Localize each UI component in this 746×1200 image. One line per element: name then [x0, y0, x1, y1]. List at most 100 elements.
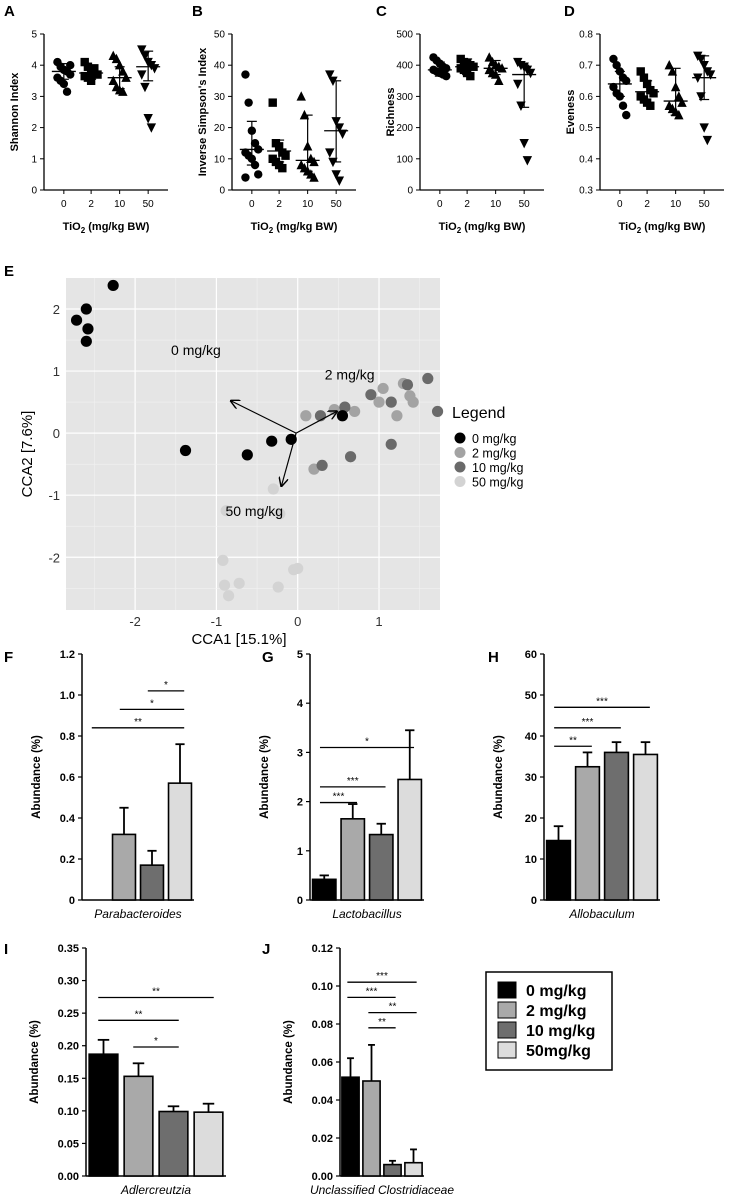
panel-i-ytick-label: 0.30	[58, 976, 79, 988]
panel-j-sig-label: ***	[376, 971, 388, 982]
panel-a-point	[146, 123, 157, 133]
panel-e: E -2 -1 0 1 -2 -1 0 1 2 CCA1 [15.1%] CCA2 [7.6%] 0 m…	[4, 263, 523, 648]
panel-f-ytick-label: 0.8	[60, 731, 75, 743]
panel-i-bar	[123, 1075, 154, 1177]
panel-f-xlabel: Parabacteroides	[94, 907, 181, 921]
panel-a-point	[66, 60, 75, 70]
panel-i-ytick-label: 0.05	[58, 1138, 79, 1150]
panel-a-point	[140, 82, 150, 93]
panel-e-ytick-label: -1	[48, 488, 60, 503]
panel-e-point-0	[107, 279, 119, 292]
panel-j: J 0.00 0.02 0.04 0.06 0.08 0.10 0.12 Abundance (…	[262, 941, 454, 1197]
panel-j-ytick-label: 0.00	[312, 1171, 333, 1183]
panel-h-ytick-label: 20	[525, 813, 537, 825]
panel-b-ytick-label: 10	[214, 154, 226, 165]
legend-swatch-0	[497, 981, 517, 999]
panel-j-bar	[404, 1161, 423, 1177]
panel-j-ylabel: Abundance (%)	[283, 1020, 295, 1104]
panel-a-xlabel: TiO2 (mg/kg BW)	[63, 221, 150, 235]
panel-j-ytick-label: 0.12	[312, 943, 333, 955]
panel-i-ytick-label: 0.00	[58, 1171, 79, 1183]
panel-e-ytick-label: 0	[53, 426, 60, 441]
panel-h-sig-label: **	[569, 735, 577, 746]
panel-d-ytick-label: 0.4	[579, 154, 593, 165]
panel-i-bar	[193, 1111, 224, 1177]
panel-b-point	[334, 176, 345, 186]
panel-e-point-2	[422, 372, 434, 385]
legend-label-10: 10 mg/kg	[526, 1023, 595, 1040]
panel-d-ytick-label: 0.5	[579, 123, 593, 134]
panel-a-point	[111, 53, 122, 64]
panel-c-ytick-label: 100	[396, 154, 413, 165]
panel-i-xlabel: Adlercreutzia	[120, 1183, 191, 1197]
panel-f-ytick-label: 0.2	[60, 854, 75, 866]
panel-b-ytick-label: 40	[214, 61, 226, 72]
panel-f-letter: F	[4, 649, 13, 666]
panel-a-xtick-label: 2	[88, 199, 94, 210]
panel-e-ylabel: CCA2 [7.6%]	[19, 411, 36, 498]
panel-f-ytick-label: 0.4	[60, 813, 76, 825]
panel-e-arrow	[281, 432, 297, 486]
panel-d-point	[618, 101, 628, 110]
panel-h-bar	[632, 753, 659, 901]
panel-c-point	[522, 156, 533, 166]
panel-b-point	[250, 139, 260, 148]
panel-d-xtick-label: 0	[617, 199, 623, 210]
panel-a-point	[118, 66, 128, 76]
panel-a-letter: A	[4, 3, 15, 20]
panel-d-point	[646, 101, 655, 110]
panel-e-point-3	[274, 508, 286, 520]
panel-d-point	[612, 60, 621, 70]
panel-b-point	[254, 170, 263, 179]
panel-i-sig-label: **	[152, 987, 160, 998]
panel-e-point-2	[339, 401, 351, 413]
panel-e-point-0	[80, 303, 92, 315]
panel-f-ytick-label: 0.6	[60, 772, 75, 784]
panel-e-point-3	[220, 505, 232, 517]
panel-d-xtick-label: 50	[699, 199, 711, 210]
panel-j-ytick-label: 0.08	[312, 1019, 333, 1031]
panel-d-ylabel: Eveness	[565, 90, 577, 135]
panel-e-point-1	[300, 410, 312, 422]
panel-h-ytick-label: 60	[525, 649, 537, 661]
panel-i-ylabel: Abundance (%)	[29, 1020, 41, 1104]
panel-g-xlabel: Lactobacillus	[332, 907, 401, 921]
panel-a-point	[80, 57, 89, 67]
panel-e-plot-bg	[66, 278, 440, 610]
panel-d-point	[667, 66, 678, 76]
panel-b-ytick-label: 0	[219, 186, 225, 197]
panel-e-xlabel: CCA1 [15.1%]	[191, 631, 286, 648]
panel-a-point	[143, 114, 153, 124]
panel-a-point	[93, 70, 102, 79]
panel-i-ytick-label: 0.25	[58, 1008, 79, 1020]
panel-d-point	[696, 92, 706, 102]
panel-e-point-3	[217, 554, 229, 566]
panel-d-point	[674, 91, 684, 101]
panel-g-bar	[340, 818, 366, 901]
panel-h-sig-label: ***	[582, 717, 594, 728]
panel-b-xtick-label: 2	[276, 199, 282, 210]
panel-a-xtick-label: 50	[143, 199, 155, 210]
panel-e-point-1	[391, 410, 403, 422]
panel-h-ytick-label: 50	[525, 690, 537, 702]
panel-c-letter: C	[376, 3, 387, 20]
panel-b-point	[331, 170, 341, 180]
panel-c-xtick-label: 50	[519, 199, 531, 210]
panel-e-point-3	[292, 562, 304, 575]
panel-g-ytick-label: 0	[297, 895, 303, 907]
panel-i-ytick-label: 0.35	[58, 943, 79, 955]
panel-b: B 0 10 20 30 40 50 0 2 10 50 TiO2 (mg/kg BW) Inverse…	[192, 3, 356, 235]
panel-j-ytick-label: 0.04	[312, 1095, 334, 1107]
panel-d-point	[609, 54, 618, 64]
panel-e-xtick-label: -2	[129, 614, 141, 629]
panel-d-point	[699, 123, 709, 133]
panel-f-ytick-label: 1.2	[60, 649, 75, 661]
panel-f-sig-label: *	[150, 698, 154, 709]
panel-a-point	[59, 79, 69, 89]
legend-swatch-50	[497, 1041, 517, 1059]
panel-d-ytick-label: 0.7	[579, 61, 593, 72]
panel-h-bar	[574, 765, 601, 901]
panel-j-ytick-label: 0.10	[312, 981, 333, 993]
panel-e-point-2	[385, 438, 397, 450]
